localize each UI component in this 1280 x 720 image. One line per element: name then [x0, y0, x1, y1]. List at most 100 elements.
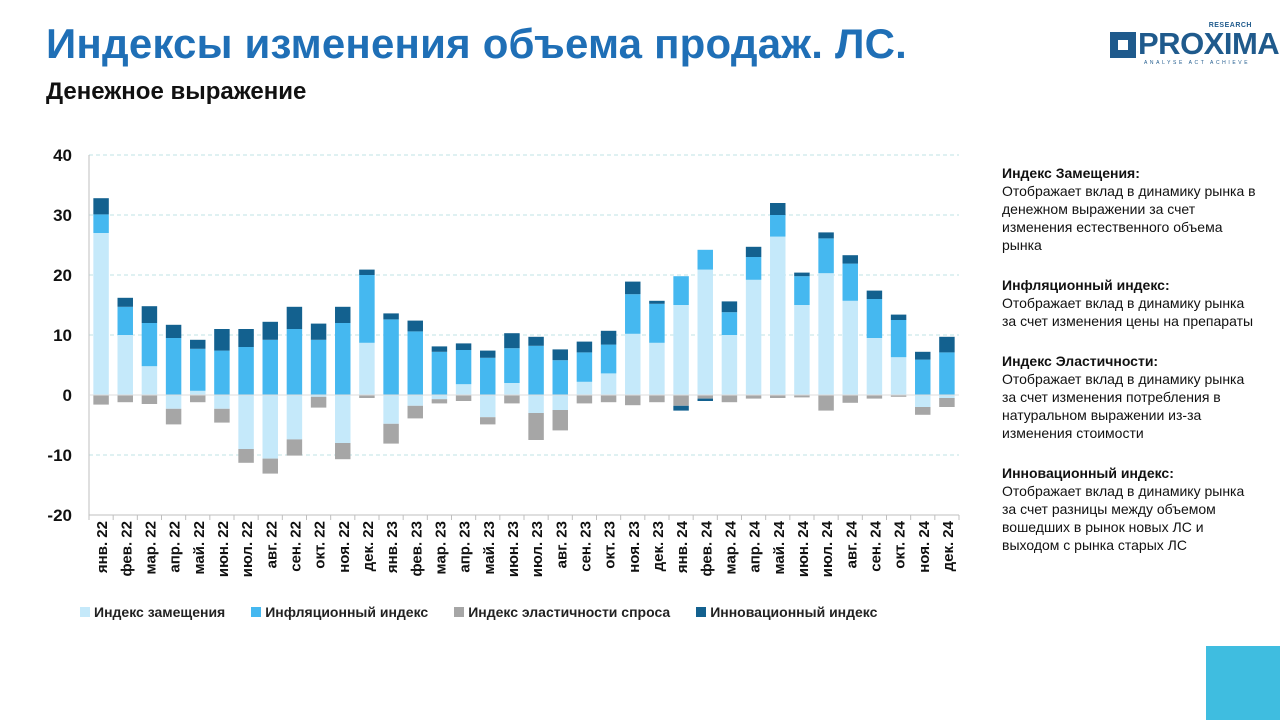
note-block: Инновационный индекс: Отображает вклад в …	[1002, 464, 1262, 554]
legend-item: Индекс замещения	[80, 604, 225, 620]
bar-segment	[165, 408, 182, 425]
legend-label: Индекс эластичности спроса	[468, 604, 671, 620]
bar-segment	[335, 395, 351, 443]
bar-segment	[431, 395, 448, 400]
bar-segment	[359, 269, 375, 275]
bar-segment	[335, 306, 351, 323]
bar-segment	[697, 249, 713, 270]
x-tick-label: май. 22	[191, 521, 208, 574]
legend-label: Инновационный индекс	[710, 604, 878, 620]
page-title: Индексы изменения объема продаж. ЛС.	[46, 20, 908, 67]
bar-segment	[407, 395, 423, 406]
legend-label: Инфляционный индекс	[265, 604, 429, 620]
note-title: Инновационный индекс:	[1002, 465, 1174, 481]
bar-segment	[359, 275, 375, 343]
y-tick-label: 10	[53, 326, 72, 345]
note-title: Индекс Эластичности:	[1002, 353, 1159, 369]
bar-segment	[673, 305, 689, 395]
bar-segment	[480, 417, 496, 425]
x-tick-label: окт. 24	[892, 520, 909, 568]
bar-segment	[939, 352, 955, 395]
x-tick-label: мар. 22	[142, 521, 159, 574]
bar-segment	[286, 329, 303, 395]
x-tick-label: дек. 22	[360, 521, 377, 571]
bar-segment	[576, 381, 593, 395]
bar-segment	[93, 233, 109, 395]
bar-segment	[552, 360, 568, 395]
x-tick-label: июл. 24	[819, 520, 836, 577]
bar-segment	[915, 395, 931, 407]
bar-segment	[625, 294, 641, 334]
bar-segment	[649, 300, 665, 304]
bar-segment	[842, 300, 858, 395]
bar-segment	[818, 273, 834, 395]
x-tick-label: дек. 24	[940, 520, 957, 571]
note-block: Индекс Замещения: Отображает вклад в дина…	[1002, 164, 1262, 254]
x-tick-label: июн. 23	[505, 521, 522, 577]
x-tick-label: май. 23	[481, 521, 498, 574]
index-notes: Индекс Замещения: Отображает вклад в дина…	[1002, 164, 1262, 576]
bar-segment	[576, 341, 593, 353]
bar-segment	[528, 345, 544, 395]
bar-segment	[770, 215, 786, 237]
y-tick-label: 20	[53, 266, 72, 285]
bar-segment	[407, 331, 423, 395]
x-tick-label: апр. 22	[167, 521, 184, 573]
y-tick-label: 30	[53, 206, 72, 225]
bar-segment	[117, 335, 133, 395]
x-tick-label: сен. 23	[577, 521, 594, 572]
bar-segment	[745, 246, 762, 257]
bar-segment	[890, 395, 907, 397]
x-tick-label: ноя. 23	[626, 521, 643, 573]
legend-label: Индекс замещения	[94, 604, 226, 620]
bar-segment	[431, 351, 448, 395]
bar-segment	[190, 339, 206, 349]
bar-segment	[286, 439, 303, 456]
bar-segment	[383, 395, 399, 424]
bar-segment	[915, 407, 931, 415]
bar-segment	[818, 238, 834, 274]
bar-segment	[697, 269, 713, 395]
bar-segment	[190, 395, 206, 403]
bar-segment	[455, 384, 472, 395]
bar-segment	[866, 338, 883, 395]
bar-segment	[625, 395, 641, 406]
y-tick-label: 40	[53, 146, 72, 165]
bar-segment	[673, 276, 689, 305]
corner-decoration	[1206, 646, 1280, 720]
bar-segment	[455, 343, 472, 350]
bar-segment	[504, 333, 520, 349]
legend-swatch	[454, 607, 465, 617]
bar-segment	[939, 398, 955, 407]
bar-segment	[93, 395, 109, 405]
bar-segment	[818, 395, 834, 411]
bar-segment	[455, 350, 472, 385]
proxima-logo: PROXIMA RESEARCH ANALYSE ACT ACHIEVE	[1108, 22, 1280, 68]
bar-segment	[359, 342, 375, 395]
bar-segment	[310, 323, 327, 340]
bar-segment	[93, 198, 109, 215]
bar-segment	[890, 320, 907, 358]
bar-segment	[866, 395, 883, 399]
logo-mark-icon	[1110, 32, 1136, 58]
bar-segment	[600, 395, 617, 403]
bar-segment	[576, 395, 593, 404]
bar-segment	[649, 342, 665, 395]
bar-segment	[890, 357, 907, 395]
y-tick-label: -20	[47, 506, 72, 525]
bar-segment	[383, 423, 399, 444]
logo-tagline: ANALYSE ACT ACHIEVE	[1144, 60, 1251, 66]
x-tick-label: май. 24	[771, 520, 788, 574]
bar-segment	[407, 320, 423, 332]
bar-segment	[480, 357, 496, 395]
bar-segment	[117, 395, 133, 403]
bar-segment	[310, 339, 327, 395]
bar-segment	[649, 395, 665, 403]
bar-segment	[866, 299, 883, 338]
bar-segment	[794, 395, 810, 398]
bar-segment	[431, 399, 448, 404]
bar-segment	[335, 323, 351, 395]
bar-segment	[600, 344, 617, 374]
bar-segment	[721, 312, 738, 335]
x-tick-label: янв. 22	[94, 521, 111, 573]
